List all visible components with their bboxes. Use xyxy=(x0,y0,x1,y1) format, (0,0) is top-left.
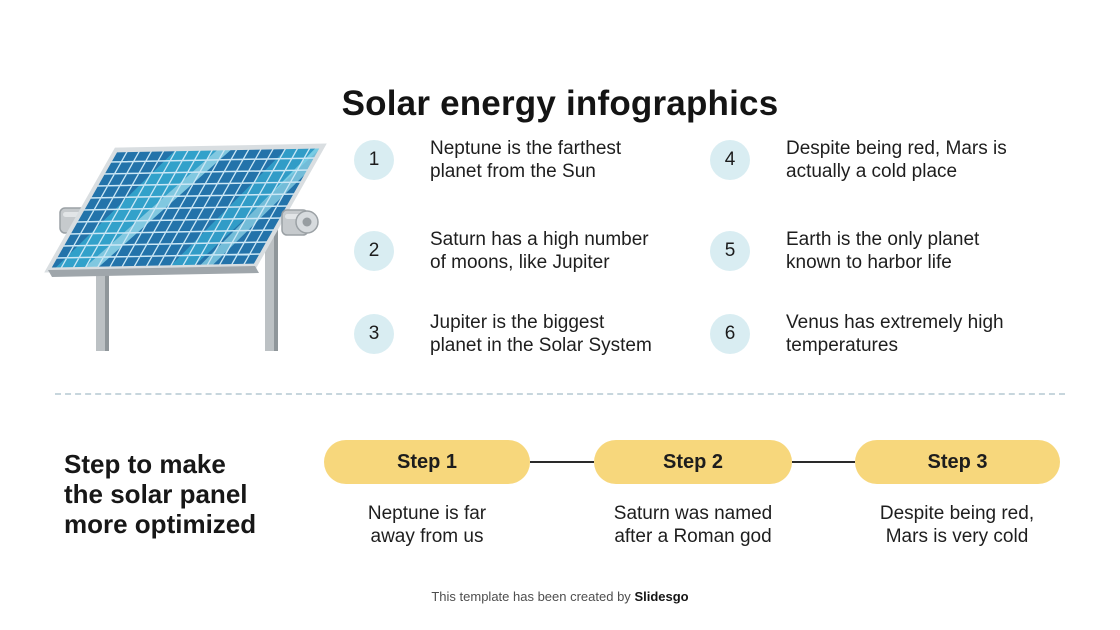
fact-number-badge: 5 xyxy=(710,231,750,271)
footer-credit-text: This template has been created by xyxy=(431,589,631,604)
fact-text-line: Saturn has a high number xyxy=(430,229,649,250)
fact-text-line: Despite being red, Mars is xyxy=(786,138,1007,159)
panel-legs xyxy=(96,226,278,351)
step-connector-line xyxy=(530,461,594,463)
fact-text-line: Venus has extremely high xyxy=(786,312,1004,333)
fact-text: Despite being red, Mars is actually a co… xyxy=(786,137,1007,183)
step-connector-line xyxy=(792,461,855,463)
step-1-caption: Neptune is far away from us xyxy=(317,502,537,548)
fact-item: 1 Neptune is the farthest planet from th… xyxy=(354,137,694,183)
fact-text: Earth is the only planet known to harbor… xyxy=(786,228,979,274)
fact-number-badge: 3 xyxy=(354,314,394,354)
panel-surface xyxy=(44,143,327,273)
step-3-caption: Despite being red, Mars is very cold xyxy=(847,502,1067,548)
fact-text-line: actually a cold place xyxy=(786,161,958,182)
step-caption-line: Neptune is far xyxy=(367,503,487,524)
footer-credit: This template has been created by Slides… xyxy=(0,589,1120,604)
fact-number-badge: 2 xyxy=(354,231,394,271)
step-caption-line: away from us xyxy=(370,526,484,547)
fact-text: Venus has extremely high temperatures xyxy=(786,311,1004,357)
step-caption-line: Saturn was named xyxy=(613,503,773,524)
fact-text: Neptune is the farthest planet from the … xyxy=(430,137,621,183)
fact-text: Jupiter is the biggest planet in the Sol… xyxy=(430,311,652,357)
fact-number-badge: 6 xyxy=(710,314,750,354)
brand-name: Slidesgo xyxy=(634,589,689,604)
panel-bottom-edge xyxy=(48,266,259,277)
step-caption-line: Despite being red, xyxy=(879,503,1035,524)
steps-heading-line: the solar panel xyxy=(64,479,248,509)
fact-text: Saturn has a high number of moons, like … xyxy=(430,228,649,274)
fact-number-badge: 1 xyxy=(354,140,394,180)
steps-heading: Step to make the solar panel more optimi… xyxy=(64,449,256,539)
step-2-caption: Saturn was named after a Roman god xyxy=(583,502,803,548)
fact-text-line: known to harbor life xyxy=(786,252,952,273)
solar-panel-illustration xyxy=(44,143,327,351)
fact-text-line: Neptune is the farthest xyxy=(430,138,622,159)
steps-heading-line: Step to make xyxy=(64,449,226,479)
fact-number-badge: 4 xyxy=(710,140,750,180)
steps-heading-line: more optimized xyxy=(64,509,257,539)
fact-text-line: Jupiter is the biggest xyxy=(430,312,605,333)
slide-title: Solar energy infographics xyxy=(341,84,779,124)
step-caption-line: after a Roman god xyxy=(614,526,772,547)
dashed-divider xyxy=(55,393,1065,395)
step-1-pill: Step 1 xyxy=(324,440,530,484)
panel-right-mount xyxy=(281,209,319,236)
fact-item: 4 Despite being red, Mars is actually a … xyxy=(710,137,1050,183)
fact-text-line: planet in the Solar System xyxy=(430,335,652,356)
step-caption-line: Mars is very cold xyxy=(885,526,1029,547)
step-3-pill: Step 3 xyxy=(855,440,1060,484)
fact-item: 2 Saturn has a high number of moons, lik… xyxy=(354,228,694,274)
fact-item: 6 Venus has extremely high temperatures xyxy=(710,311,1050,357)
fact-text-line: Earth is the only planet xyxy=(786,229,980,250)
fact-text-line: planet from the Sun xyxy=(430,161,596,182)
fact-text-line: temperatures xyxy=(786,335,898,356)
fact-item: 3 Jupiter is the biggest planet in the S… xyxy=(354,311,694,357)
step-2-pill: Step 2 xyxy=(594,440,792,484)
fact-text-line: of moons, like Jupiter xyxy=(430,252,610,273)
fact-item: 5 Earth is the only planet known to harb… xyxy=(710,228,1050,274)
